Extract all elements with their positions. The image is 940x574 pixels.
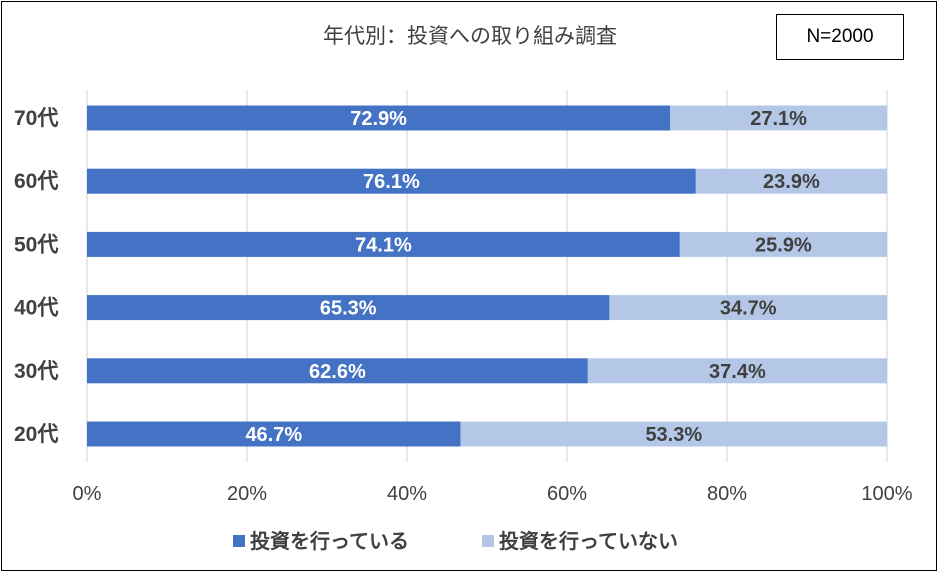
x-tick-label: 20% (227, 483, 267, 505)
category-labels: 70代 60代 50代 40代 30代 20代 (14, 107, 58, 446)
data-label: 74.1% (355, 234, 412, 256)
category-label: 60代 (14, 170, 58, 193)
data-label: 53.3% (645, 424, 702, 446)
category-label: 70代 (14, 107, 58, 130)
data-label: 27.1% (750, 108, 807, 130)
data-label: 65.3% (320, 298, 377, 320)
bar-not-invested (609, 295, 887, 321)
legend-label: 投資を行っていない (499, 529, 678, 553)
bar-invested (87, 358, 588, 384)
legend: 投資を行っている 投資を行っていない (233, 529, 678, 553)
chart-title: 年代別：投資への取り組み調査 (323, 24, 617, 48)
bars: 72.9% 27.1% 76.1% 23.9% 74.1% 25.9% 65.3% 34.7%… (87, 105, 887, 447)
sample-size-box: N=2000 (776, 14, 904, 60)
bar-invested (87, 421, 461, 447)
gridlines (86, 90, 888, 462)
category-label: 50代 (14, 233, 58, 256)
x-tick-labels: 0% 20% 40% 60% 80% 100% (73, 483, 913, 505)
x-tick-label: 60% (547, 483, 587, 505)
x-tick-label: 100% (861, 483, 912, 505)
x-tick-label: 80% (707, 483, 747, 505)
data-label: 23.9% (763, 171, 820, 193)
bar-not-invested (587, 358, 887, 384)
x-tick-label: 40% (387, 483, 427, 505)
bar-invested (87, 168, 696, 194)
bar-not-invested (670, 105, 887, 131)
category-label: 20代 (14, 423, 58, 446)
bar-not-invested (695, 168, 887, 194)
bar-invested (87, 295, 610, 321)
legend-label: 投資を行っている (250, 529, 409, 553)
data-label: 76.1% (363, 171, 420, 193)
bar-invested (87, 231, 680, 257)
bar-invested (87, 105, 671, 131)
bar-not-invested (679, 231, 887, 257)
legend-swatch (482, 535, 494, 547)
data-label: 37.4% (709, 361, 766, 383)
data-label: 62.6% (309, 361, 366, 383)
category-label: 30代 (14, 360, 58, 383)
category-label: 40代 (14, 297, 58, 320)
legend-swatch (233, 535, 245, 547)
data-label: 72.9% (350, 108, 407, 130)
data-label: 25.9% (755, 234, 812, 256)
bar-not-invested (460, 421, 887, 447)
data-label: 46.7% (245, 424, 302, 446)
x-tick-label: 0% (73, 483, 102, 505)
data-label: 34.7% (720, 298, 777, 320)
